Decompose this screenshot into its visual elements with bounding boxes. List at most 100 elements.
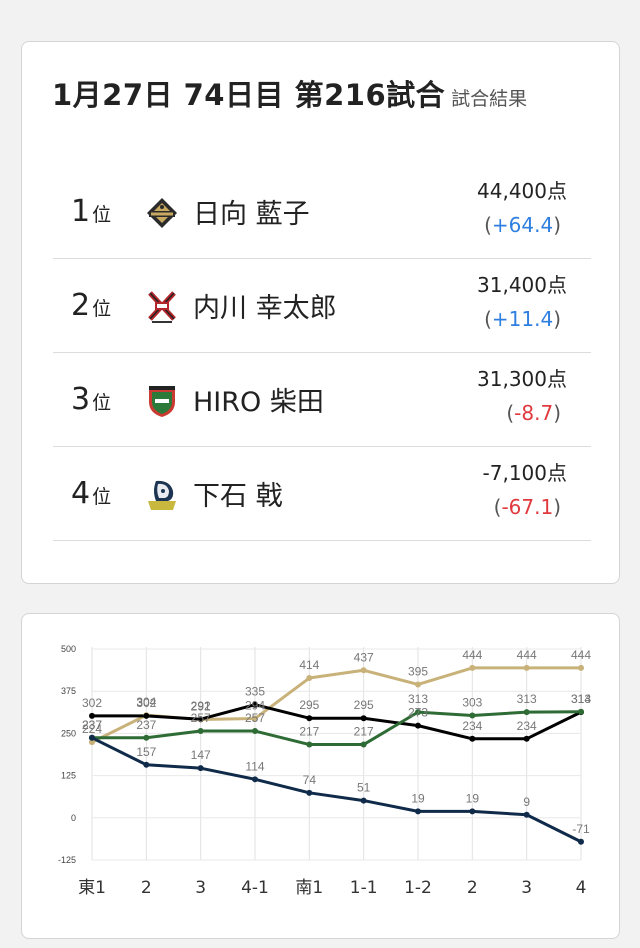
- score: 44,400点: [477, 179, 567, 203]
- data-point: [415, 808, 421, 815]
- data-point: [578, 838, 584, 845]
- data-label: 313: [517, 692, 537, 706]
- series-line: [92, 710, 582, 747]
- data-point: [143, 734, 150, 741]
- data-point: [523, 664, 530, 671]
- x-tick-label: 南1: [295, 878, 323, 898]
- delta-value: -8.7: [514, 401, 554, 425]
- series-line: [91, 736, 582, 844]
- data-label: 313: [408, 692, 428, 706]
- delta-close: ): [553, 495, 561, 519]
- x-tick-label: 1-1: [350, 878, 378, 898]
- delta-close: ): [553, 213, 561, 237]
- data-label: -71: [572, 822, 590, 836]
- rank-number: 2: [71, 288, 91, 323]
- data-label: 19: [466, 791, 480, 805]
- data-point: [143, 761, 150, 768]
- data-point: [360, 667, 367, 674]
- data-point: [578, 664, 584, 671]
- data-point: [360, 797, 367, 804]
- player-name: 日向 藍子: [193, 199, 310, 230]
- y-tick-label: 500: [61, 644, 76, 654]
- y-tick-label: 0: [71, 813, 76, 823]
- player-name: 内川 幸太郎: [193, 293, 337, 324]
- data-label: 335: [245, 685, 265, 699]
- data-label: 19: [411, 791, 425, 805]
- x-tick-label: 4-1: [241, 878, 269, 898]
- match-subtitle: 試合結果: [451, 88, 528, 110]
- match-header: 1月27日 74日目 第216試合 試合結果: [52, 72, 527, 114]
- score: 31,300点: [477, 367, 567, 391]
- data-label: 437: [354, 650, 374, 664]
- data-point: [306, 789, 313, 796]
- y-tick-label: -125: [58, 855, 76, 865]
- y-tick-label: 375: [61, 686, 76, 696]
- data-point: [469, 664, 476, 671]
- data-label: 257: [245, 711, 265, 725]
- y-tick-label: 125: [61, 771, 76, 781]
- player-name: HIRO 柴田: [193, 387, 324, 418]
- data-label: 74: [303, 773, 317, 787]
- data-label: 414: [299, 658, 319, 672]
- data-label: 313: [571, 692, 591, 706]
- x-tick-label: 3: [195, 878, 206, 898]
- data-point: [469, 712, 476, 719]
- match-title: 1月27日 74日目 第216試合: [52, 78, 446, 112]
- data-point: [415, 722, 421, 729]
- data-label: 295: [299, 698, 319, 712]
- data-point: [523, 709, 530, 716]
- data-point: [360, 741, 367, 748]
- data-point: [306, 741, 313, 748]
- data-label: 444: [462, 648, 482, 662]
- x-tick-label: 2: [141, 878, 152, 898]
- drivens-emblem-icon: [147, 198, 177, 228]
- data-point: [89, 734, 95, 741]
- delta-open: (: [506, 401, 515, 425]
- data-label: 157: [136, 745, 156, 759]
- data-label: 294: [245, 699, 265, 713]
- data-label: 314: [571, 692, 591, 706]
- point-delta: (-67.1): [494, 495, 561, 519]
- data-point: [306, 715, 313, 722]
- delta-close: ): [553, 401, 561, 425]
- data-label: 224: [82, 722, 102, 736]
- rank-number: 1: [71, 194, 91, 229]
- series-line: [92, 703, 582, 741]
- data-label: 273: [408, 706, 428, 720]
- data-label: 217: [354, 725, 374, 739]
- data-label: 302: [82, 696, 102, 710]
- rank-unit: 位: [92, 486, 112, 508]
- data-label: 291: [191, 700, 211, 714]
- data-label: 304: [136, 695, 156, 709]
- data-label: 217: [299, 725, 319, 739]
- data-label: 302: [136, 696, 156, 710]
- score: 31,400点: [477, 273, 567, 297]
- data-label: 234: [462, 719, 482, 733]
- data-point: [523, 735, 530, 742]
- point-delta: (+11.4): [484, 307, 561, 331]
- x-tick-label: 4: [576, 878, 587, 898]
- data-label: 114: [245, 759, 264, 773]
- data-point: [252, 728, 258, 735]
- data-point: [197, 716, 204, 723]
- score-chart-card: 500 375 250 125 0 -125 東1 2 3 4-1 南1 1-1 1-2 2 3 4 224 30…: [21, 613, 620, 939]
- point-delta: (+64.4): [484, 213, 561, 237]
- series-line: [91, 666, 581, 744]
- x-tick-label: 2: [467, 878, 478, 898]
- data-label: 444: [517, 648, 537, 662]
- delta-value: -67.1: [501, 495, 554, 519]
- score: -7,100点: [482, 461, 567, 485]
- data-label: 295: [354, 698, 374, 712]
- data-point: [89, 739, 95, 746]
- phoenix-emblem-icon: [148, 291, 176, 323]
- data-point: [197, 765, 204, 772]
- data-point: [360, 715, 367, 722]
- data-point: [523, 811, 530, 818]
